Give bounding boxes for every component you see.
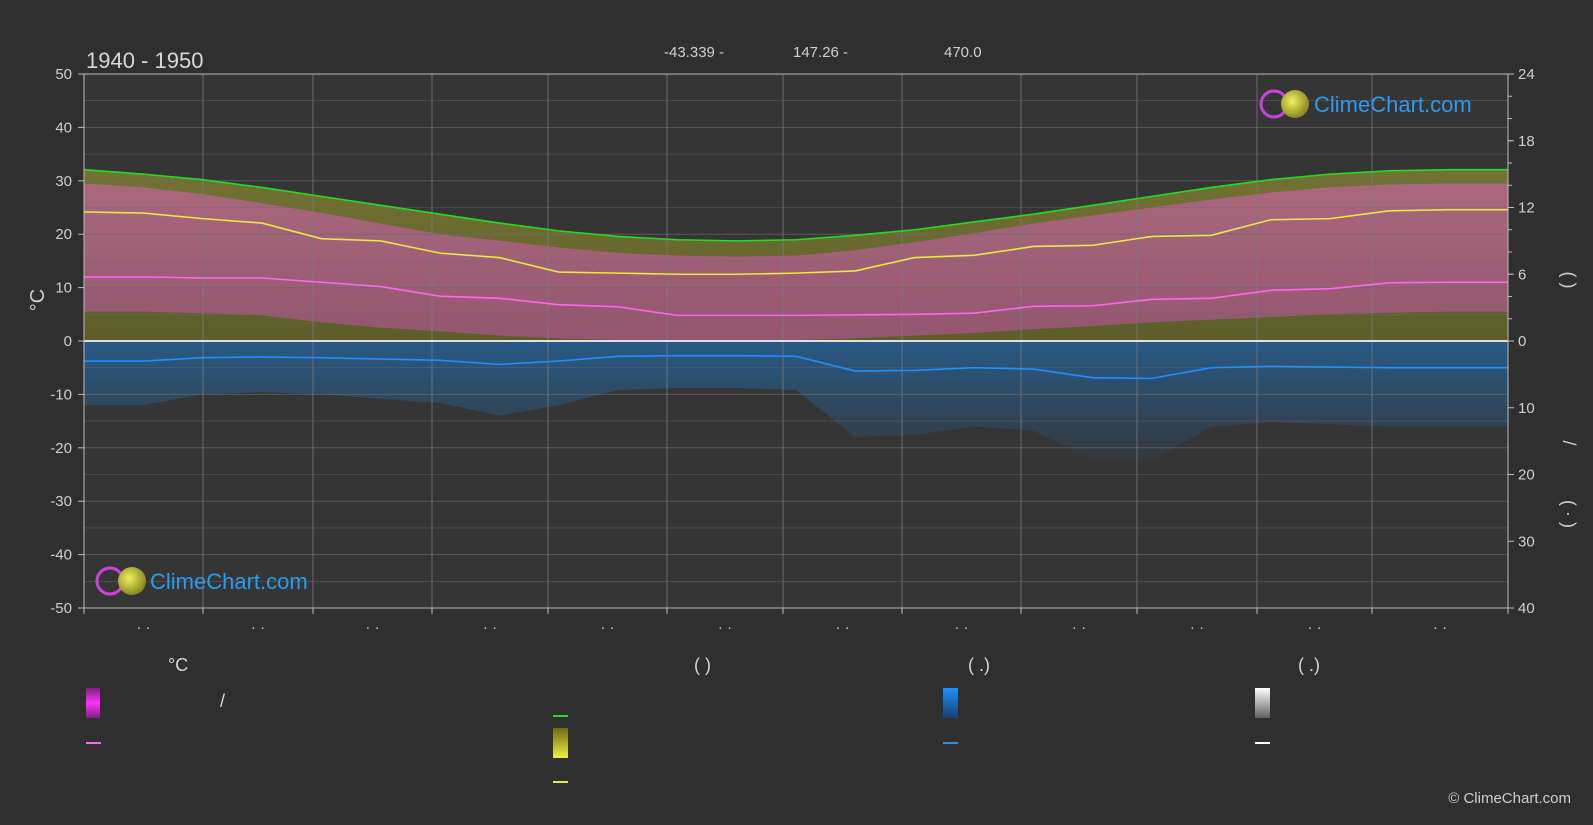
month-label: · · bbox=[483, 619, 497, 636]
month-label: · · bbox=[365, 619, 379, 636]
coord-lat: -43.339 - bbox=[664, 44, 724, 61]
legend-swatch-sunshine-band bbox=[553, 728, 568, 758]
right-tick-label-hours: 0 bbox=[1518, 333, 1526, 350]
coord-elev: 470.0 bbox=[944, 44, 982, 61]
left-tick-label: -10 bbox=[50, 386, 72, 403]
legend-header-snow: ( .) bbox=[1298, 655, 1320, 675]
left-tick-label: 50 bbox=[55, 66, 72, 83]
month-label: · · bbox=[718, 619, 732, 636]
right-tick-label-precip: 20 bbox=[1518, 467, 1535, 484]
month-label: · · bbox=[1433, 619, 1447, 636]
logo-sun-icon-bottom bbox=[118, 567, 146, 595]
right-tick-label-hours: 18 bbox=[1518, 133, 1535, 150]
left-tick-label: 0 bbox=[64, 333, 72, 350]
legend-header-sun: ( ) bbox=[694, 655, 711, 675]
month-label: · · bbox=[1072, 619, 1086, 636]
legend-header-rain: ( .) bbox=[968, 655, 990, 675]
legend-swatch-sunshine-mean bbox=[553, 781, 568, 783]
legend-label-temp-range: / bbox=[220, 691, 226, 711]
right-tick-label-hours: 6 bbox=[1518, 266, 1526, 283]
legend: °C ( ) ( .) ( .) / bbox=[0, 655, 1593, 825]
legend-swatch-snow-mean bbox=[1255, 742, 1270, 744]
right-tick-label-hours: 12 bbox=[1518, 200, 1535, 217]
plot-border bbox=[83, 73, 1509, 609]
data-bands bbox=[84, 169, 1508, 461]
right-axis-label-hours: ( ) bbox=[1559, 272, 1579, 289]
climate-chart: 50 40 30 20 10 0 -10 -20 -30 -40 -50 24 18 12 6 0 10 20 30… bbox=[27, 44, 1579, 636]
logo-sun-icon bbox=[1281, 90, 1309, 118]
series-lines bbox=[83, 168, 1508, 380]
coord-lon: 147.26 - bbox=[793, 44, 848, 61]
legend-swatch-rain-mean bbox=[943, 742, 958, 744]
month-label: · · bbox=[835, 619, 849, 636]
month-label: · · bbox=[1190, 619, 1204, 636]
temperature-mean-line bbox=[84, 276, 1508, 317]
brand-logo-bottom: ClimeChart.com bbox=[95, 566, 308, 596]
precipitation-band bbox=[84, 341, 1508, 461]
left-tick-label: 20 bbox=[55, 226, 72, 243]
legend-swatch-snow-band bbox=[1255, 688, 1270, 718]
month-label: · · bbox=[600, 619, 614, 636]
left-tick-label: -30 bbox=[50, 493, 72, 510]
right-tick-label-precip: 30 bbox=[1518, 533, 1535, 550]
left-tick-label: -40 bbox=[50, 547, 72, 564]
month-label: · · bbox=[954, 619, 968, 636]
month-label: · · bbox=[251, 619, 265, 636]
month-label: · · bbox=[136, 619, 150, 636]
legend-swatch-temp-range bbox=[86, 688, 100, 718]
period-title: 1940 - 1950 bbox=[86, 48, 203, 73]
legend-swatch-daylight bbox=[553, 715, 568, 717]
right-tick-label-hours: 24 bbox=[1518, 66, 1535, 83]
daylight-line bbox=[83, 168, 1508, 242]
month-label: · · bbox=[1307, 619, 1321, 636]
left-tick-label: 10 bbox=[55, 280, 72, 297]
copyright: © ClimeChart.com bbox=[1448, 790, 1571, 807]
axes: 50 40 30 20 10 0 -10 -20 -30 -40 -50 24 18 12 6 0 10 20 30… bbox=[50, 66, 1534, 636]
brand-text-bottom: ClimeChart.com bbox=[150, 569, 308, 594]
legend-swatch-rain-band bbox=[943, 688, 958, 718]
left-tick-label: -20 bbox=[50, 440, 72, 457]
right-axis-label-precip: / bbox=[1559, 440, 1579, 445]
left-tick-label: 30 bbox=[55, 173, 72, 190]
right-tick-label-precip: 40 bbox=[1518, 600, 1535, 617]
left-tick-label: 40 bbox=[55, 119, 72, 136]
legend-header-temperature: °C bbox=[168, 655, 189, 675]
sunshine-line bbox=[83, 208, 1508, 276]
brand-logo-top: ClimeChart.com bbox=[1259, 89, 1472, 119]
right-tick-label-precip: 10 bbox=[1518, 400, 1535, 417]
brand-text-top: ClimeChart.com bbox=[1314, 92, 1472, 117]
left-tick-label: -50 bbox=[50, 600, 72, 617]
precipitation-line bbox=[84, 354, 1508, 380]
temperature-band bbox=[84, 183, 1508, 341]
right-axis-label-precip2: ( · ) bbox=[1559, 500, 1579, 528]
left-axis-unit: °C bbox=[27, 289, 49, 311]
legend-swatch-temp-mean bbox=[86, 742, 101, 744]
